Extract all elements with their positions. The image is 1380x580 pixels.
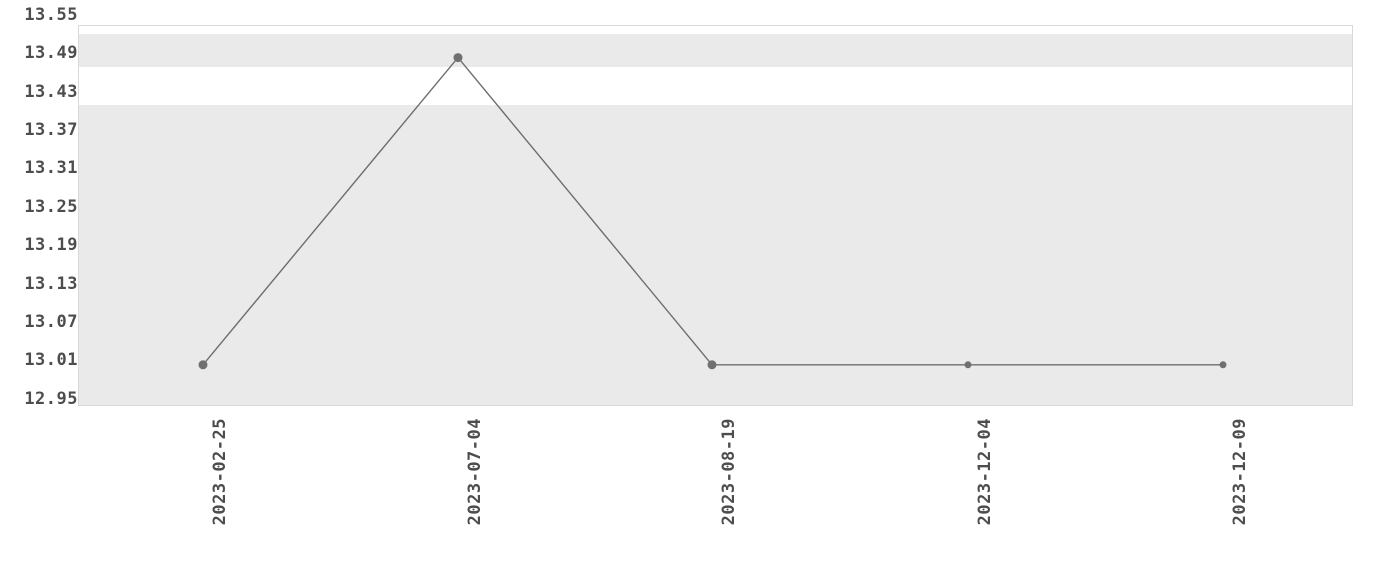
y-tick-label: 12.95 — [24, 389, 78, 409]
y-tick-label: 13.13 — [24, 274, 78, 294]
y-tick-label: 13.01 — [24, 350, 78, 370]
grid-band — [79, 105, 1352, 182]
x-tick-label: 2023-12-04 — [975, 418, 995, 526]
y-tick-label: 13.37 — [24, 120, 78, 140]
x-tick-label: 2023-12-09 — [1230, 418, 1250, 526]
y-tick-label: 13.55 — [24, 5, 78, 25]
y-tick-label: 13.43 — [24, 82, 78, 102]
y-tick-label: 13.19 — [24, 235, 78, 255]
x-tick-label: 2023-02-25 — [210, 418, 230, 526]
x-tick-label: 2023-07-04 — [465, 418, 485, 526]
grid-band — [79, 182, 1352, 259]
y-tick-label: 13.07 — [24, 312, 78, 332]
plot-area — [78, 25, 1353, 406]
grid-band — [79, 259, 1352, 336]
y-tick-label: 13.31 — [24, 158, 78, 178]
x-tick-label: 2023-08-19 — [719, 418, 739, 526]
y-tick-label: 13.49 — [24, 43, 78, 63]
grid-band — [79, 336, 1352, 405]
grid-band — [79, 34, 1352, 67]
y-tick-label: 13.25 — [24, 197, 78, 217]
